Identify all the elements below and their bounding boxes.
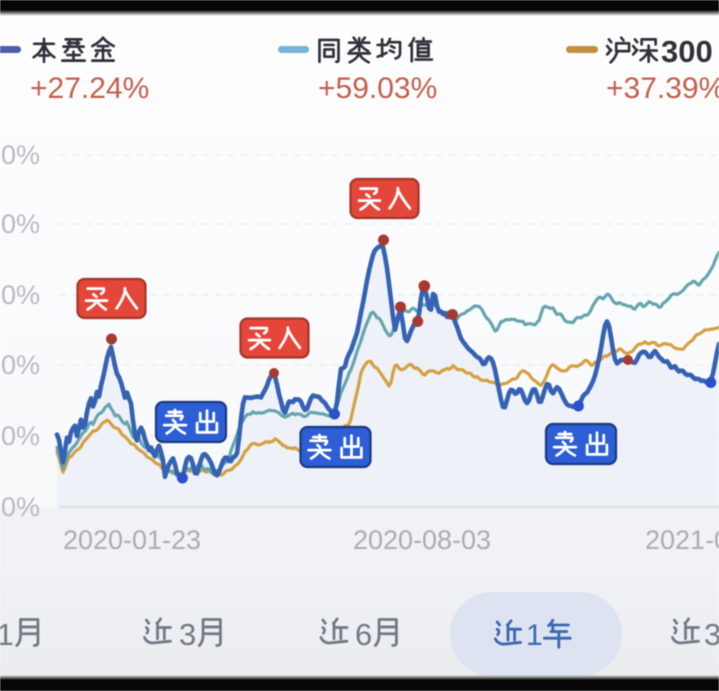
svg-text:+27.24%: +27.24% [30,72,149,105]
svg-text:0%: 0% [1,209,40,239]
svg-text:0%: 0% [1,140,40,170]
svg-text:3: 3 [704,617,719,652]
svg-text:0%: 0% [1,492,40,522]
svg-text:2021-01-22: 2021-01-22 [645,525,719,555]
svg-text:+37.39%: +37.39% [606,72,719,105]
svg-text:300: 300 [661,34,713,69]
svg-text:0%: 0% [1,280,40,310]
svg-text:1: 1 [0,617,14,652]
svg-text:1: 1 [526,619,543,652]
svg-text:3: 3 [179,617,196,652]
svg-text:0%: 0% [1,350,40,380]
svg-text:2020-08-03: 2020-08-03 [353,525,491,555]
svg-text:6: 6 [355,617,372,652]
svg-text:2020-01-23: 2020-01-23 [63,525,201,555]
svg-text:+59.03%: +59.03% [318,72,437,105]
svg-text:0%: 0% [1,421,40,451]
